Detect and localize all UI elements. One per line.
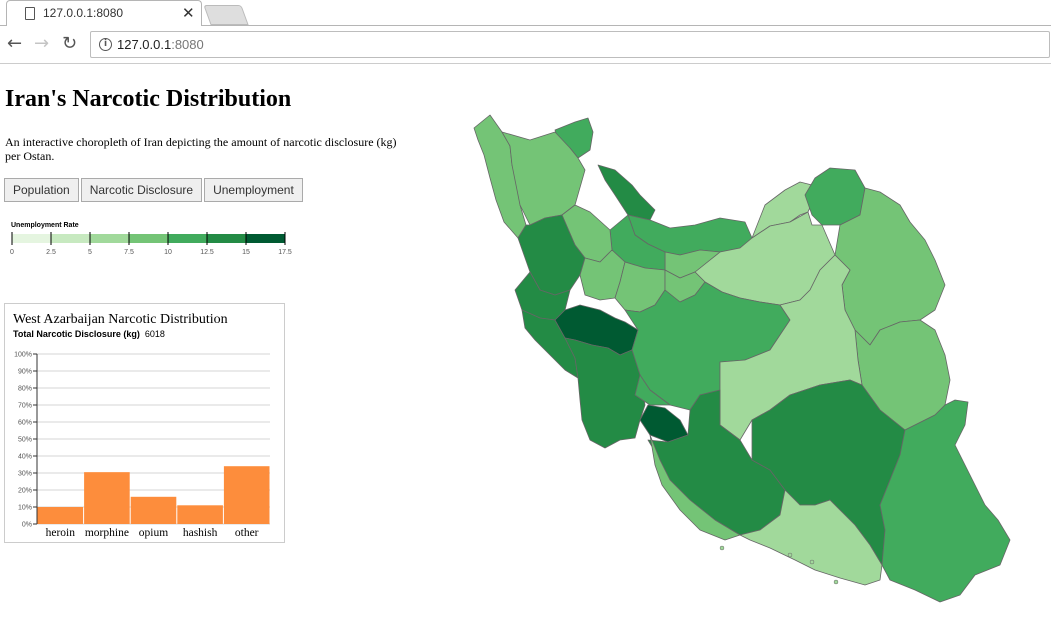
y-tick-label: 70% — [18, 403, 32, 410]
province-gilan[interactable] — [597, 164, 656, 221]
island — [719, 545, 725, 551]
detail-title: West Azarbaijan Narcotic Distribution — [13, 312, 228, 327]
island — [833, 579, 839, 585]
narcotic-disclosure-button[interactable]: Narcotic Disclosure — [80, 178, 203, 202]
legend-swatch — [207, 234, 246, 243]
tab-strip-divider — [0, 25, 1051, 26]
legend-tick-label: 2.5 — [46, 249, 56, 256]
legend-tick-label: 12.5 — [200, 249, 214, 256]
province-yazd[interactable] — [719, 254, 863, 441]
detail-panel: West Azarbaijan Narcotic Distribution To… — [4, 303, 285, 543]
y-tick-label: 40% — [18, 454, 32, 461]
view-buttons: Population Narcotic Disclosure Unemploym… — [4, 178, 305, 202]
y-tick-label: 100% — [14, 352, 32, 359]
legend-swatch — [168, 234, 207, 243]
new-tab-button[interactable] — [203, 5, 249, 25]
y-tick-label: 10% — [18, 505, 32, 512]
document-icon — [25, 7, 35, 20]
x-tick-label: opium — [139, 527, 168, 539]
legend-tick-label: 0 — [10, 249, 14, 256]
unemployment-button[interactable]: Unemployment — [204, 178, 303, 202]
info-icon[interactable]: i — [99, 38, 112, 51]
legend-title: Unemployment Rate — [11, 222, 79, 229]
legend-tick-label: 10 — [164, 249, 172, 256]
url-text[interactable]: 127.0.0.1:8080 — [117, 37, 204, 52]
population-button[interactable]: Population — [4, 178, 79, 202]
island — [809, 559, 815, 565]
y-tick-label: 80% — [18, 386, 32, 393]
legend-swatch — [90, 234, 129, 243]
total-value: 6018 — [144, 329, 165, 339]
legend-swatch — [12, 234, 51, 243]
page-content: Iran's Narcotic Distribution An interact… — [0, 64, 1051, 642]
y-tick-label: 30% — [18, 471, 32, 478]
legend-swatch — [51, 234, 90, 243]
x-tick-label: morphine — [85, 527, 129, 539]
page-title: Iran's Narcotic Distribution — [5, 86, 292, 112]
y-tick-label: 50% — [18, 437, 32, 444]
province-north-khorasan[interactable] — [804, 167, 866, 226]
y-tick-label: 0% — [22, 522, 32, 529]
bar-heroin[interactable] — [37, 507, 84, 524]
tab-strip: 127.0.0.1:8080 ✕ — [0, 0, 1051, 27]
y-tick-label: 20% — [18, 488, 32, 495]
close-tab-icon[interactable]: ✕ — [182, 4, 195, 22]
browser-toolbar: ← → ↻ i 127.0.0.1:8080 — [0, 27, 1051, 64]
bar-other[interactable] — [223, 466, 270, 524]
y-tick-label: 60% — [18, 420, 32, 427]
bar-hashish[interactable] — [177, 505, 223, 524]
address-bar[interactable]: i 127.0.0.1:8080 — [90, 31, 1050, 58]
legend-scale: 0 2.5 5 7.5 10 12.5 15 17.5 — [10, 232, 292, 256]
province-hormozgan[interactable] — [739, 489, 883, 586]
province-khuzestan[interactable] — [564, 337, 646, 449]
total-label: Total Narcotic Disclosure (kg) — [13, 329, 140, 339]
back-arrow-icon[interactable]: ← — [7, 33, 23, 54]
reload-icon[interactable]: ↻ — [62, 33, 78, 54]
browser-tab[interactable]: 127.0.0.1:8080 ✕ — [6, 0, 202, 26]
bar-morphine[interactable] — [84, 472, 130, 524]
forward-arrow-icon[interactable]: → — [34, 33, 50, 54]
bar-opium[interactable] — [130, 496, 177, 524]
narcotic-bar-chart: 0% 10% 20% 30% 40% 50% 60% 70% 80% 90% 100% heroin m… — [14, 352, 270, 539]
legend-tick-label: 15 — [242, 249, 250, 256]
total-disclosure: Total Narcotic Disclosure (kg) 6018 — [13, 329, 165, 339]
province-kohgiluyeh[interactable] — [639, 404, 689, 443]
url-port: :8080 — [171, 37, 204, 52]
legend-swatch — [129, 234, 168, 243]
page-description: An interactive choropleth of Iran depict… — [5, 135, 397, 163]
x-tick-label: heroin — [46, 527, 76, 539]
province-chaharmahal[interactable] — [634, 374, 671, 406]
province-bushehr[interactable] — [649, 434, 741, 541]
island — [787, 552, 793, 558]
tab-title: 127.0.0.1:8080 — [43, 6, 124, 20]
x-tick-label: other — [235, 527, 259, 539]
legend-tick-label: 7.5 — [124, 249, 134, 256]
iran-choropleth-map — [473, 114, 1011, 603]
legend-tick-label: 17.5 — [278, 249, 292, 256]
x-tick-label: hashish — [183, 527, 218, 539]
legend-swatch — [246, 234, 285, 243]
url-host: 127.0.0.1 — [117, 37, 172, 52]
legend-tick-label: 5 — [88, 249, 92, 256]
y-tick-label: 90% — [18, 369, 32, 376]
province-sistan-baluchestan[interactable] — [879, 399, 1011, 603]
